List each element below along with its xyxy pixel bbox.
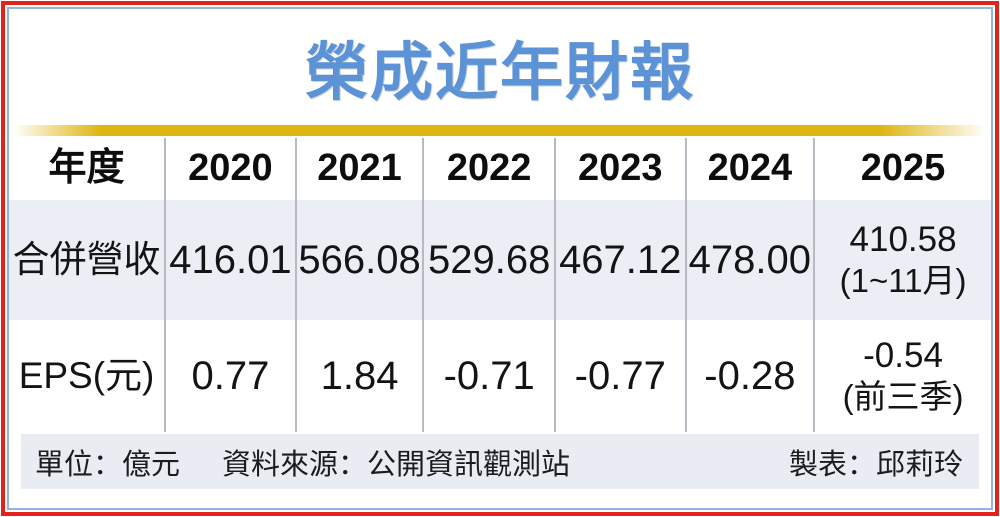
data-source-note: 資料來源：公開資訊觀測站 (222, 448, 571, 481)
eps-row-label: EPS(元) (9, 320, 167, 432)
revenue-2025: 410.58 (1~11月) (815, 200, 991, 320)
header-cell-year-label: 年度 (9, 138, 167, 200)
header-cell-2024: 2024 (687, 138, 816, 200)
header-cell-2023: 2023 (556, 138, 687, 200)
eps-2025-value: -0.54 (863, 335, 943, 375)
eps-2024: -0.28 (687, 320, 816, 432)
header-cell-2022: 2022 (424, 138, 556, 200)
eps-2020: 0.77 (166, 320, 297, 432)
table-row-revenue: 合併營收 416.01 566.08 529.68 467.12 478.00 … (9, 200, 991, 320)
revenue-2023: 467.12 (556, 200, 687, 320)
revenue-2025-period-note: (1~11月) (839, 262, 967, 300)
revenue-2021: 566.08 (297, 200, 425, 320)
revenue-2024: 478.00 (687, 200, 816, 320)
table-row-eps: EPS(元) 0.77 1.84 -0.71 -0.77 -0.28 -0.54… (9, 320, 991, 432)
eps-2022: -0.71 (424, 320, 556, 432)
credit-note: 製表：邱莉玲 (788, 448, 963, 481)
financial-table: 年度 2020 2021 2022 2023 2024 2025 合併營收 41… (9, 138, 991, 432)
table-header-row: 年度 2020 2021 2022 2023 2024 2025 (9, 138, 991, 200)
gold-divider-bar (13, 125, 987, 136)
unit-note: 單位：億元 (35, 448, 181, 481)
header-cell-2025: 2025 (860, 147, 946, 190)
eps-2025-period-note: (前三季) (842, 378, 964, 416)
page-title: 榮成近年財報 (305, 37, 695, 108)
footer-bar: 單位：億元 資料來源：公開資訊觀測站 製表：邱莉玲 (21, 434, 979, 489)
revenue-row-label: 合併營收 (9, 200, 167, 320)
header-cell-2021: 2021 (297, 138, 425, 200)
eps-2025: -0.54 (前三季) (815, 320, 991, 432)
blue-inner-frame: 榮成近年財報 年度 2020 2021 2022 2023 2024 2025 … (7, 7, 993, 510)
eps-2021: 1.84 (297, 320, 425, 432)
eps-2023: -0.77 (556, 320, 687, 432)
revenue-2025-value: 410.58 (849, 219, 957, 259)
header-cell-2020: 2020 (166, 138, 297, 200)
footer-left-group: 單位：億元 資料來源：公開資訊觀測站 (35, 441, 570, 483)
revenue-2022: 529.68 (424, 200, 556, 320)
revenue-2020: 416.01 (166, 200, 297, 320)
